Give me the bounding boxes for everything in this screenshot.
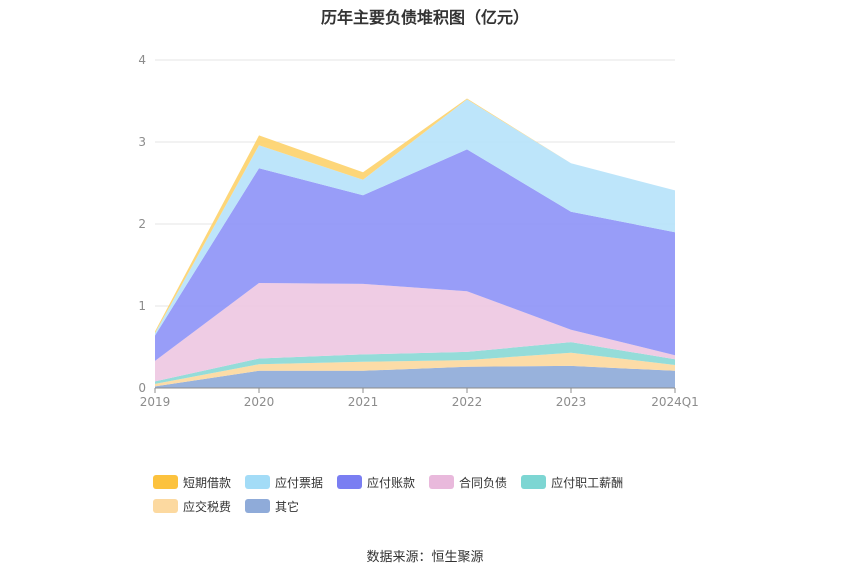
chart-title: 历年主要负债堆积图（亿元） — [320, 8, 529, 27]
legend-label: 应交税费 — [183, 499, 232, 514]
legend-item[interactable]: 其它 — [245, 494, 299, 518]
legend-label: 合同负债 — [459, 475, 508, 490]
area-应交税费 — [155, 352, 675, 387]
area-其它 — [155, 365, 675, 388]
legend-item[interactable]: 应付票据 — [245, 470, 323, 494]
source-note: 数据来源：恒生聚源 — [366, 550, 484, 565]
y-tick-label: 1 — [138, 299, 146, 313]
x-tick-label: 2020 — [244, 395, 275, 409]
legend-item[interactable]: 应付账款 — [337, 470, 415, 494]
legend-item[interactable]: 应交税费 — [153, 494, 231, 518]
legend-label: 短期借款 — [183, 475, 232, 490]
legend: 短期借款 应付票据 应付账款 合同负债 应付职工薪酬应交税费 其它 — [153, 470, 713, 518]
x-tick-label: 2023 — [556, 395, 587, 409]
y-tick-label: 2 — [138, 217, 146, 231]
y-tick-label: 4 — [138, 53, 146, 67]
x-tick-label: 2021 — [348, 395, 379, 409]
x-tick-label: 2024Q1 — [651, 395, 699, 409]
x-tick-label: 2019 — [140, 395, 171, 409]
legend-item[interactable]: 合同负债 — [429, 470, 507, 494]
legend-swatch — [337, 475, 363, 489]
legend-item[interactable]: 应付职工薪酬 — [521, 470, 623, 494]
legend-swatch — [521, 475, 547, 489]
legend-label: 应付票据 — [275, 475, 324, 490]
area-series — [155, 98, 675, 388]
legend-swatch — [153, 499, 178, 513]
legend-item[interactable]: 短期借款 — [153, 470, 231, 494]
area-应付票据 — [155, 99, 675, 336]
y-tick-label: 3 — [138, 135, 146, 149]
legend-swatch — [245, 499, 271, 513]
area-应付职工薪酬 — [155, 342, 675, 384]
area-合同负债 — [155, 283, 675, 382]
legend-label: 应付账款 — [367, 475, 416, 490]
legend-label: 其它 — [275, 499, 300, 514]
legend-swatch — [245, 475, 271, 489]
axes: 0 1 2 3 4 2019 2020 2021 2022 2023 2024Q1 — [138, 53, 698, 409]
legend-label: 应付职工薪酬 — [551, 475, 624, 490]
chart-plot: 0 1 2 3 4 2019 2020 2021 2022 2023 2024Q1 — [138, 53, 698, 409]
legend-swatch — [429, 475, 455, 489]
y-tick-label: 0 — [138, 381, 146, 395]
legend-swatch — [153, 475, 178, 489]
x-tick-label: 2022 — [452, 395, 483, 409]
area-应付账款 — [155, 149, 675, 361]
